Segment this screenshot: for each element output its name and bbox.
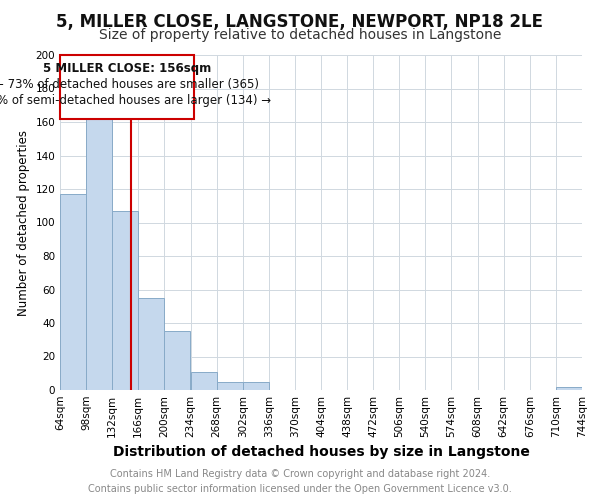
Bar	[139, 298, 164, 390]
X-axis label: Distribution of detached houses by size in Langstone: Distribution of detached houses by size …	[113, 446, 529, 460]
Text: ← 73% of detached houses are smaller (365): ← 73% of detached houses are smaller (36…	[0, 78, 259, 92]
Bar	[86, 116, 112, 390]
Bar	[242, 382, 269, 390]
Text: 5, MILLER CLOSE, LANGSTONE, NEWPORT, NP18 2LE: 5, MILLER CLOSE, LANGSTONE, NEWPORT, NP1…	[56, 12, 544, 30]
Bar	[112, 211, 138, 390]
FancyBboxPatch shape	[60, 55, 194, 118]
Bar	[60, 194, 86, 390]
Text: Size of property relative to detached houses in Langstone: Size of property relative to detached ho…	[99, 28, 501, 42]
Text: 5 MILLER CLOSE: 156sqm: 5 MILLER CLOSE: 156sqm	[43, 62, 211, 74]
Bar	[164, 332, 190, 390]
Bar	[191, 372, 217, 390]
Bar	[556, 386, 582, 390]
Text: 27% of semi-detached houses are larger (134) →: 27% of semi-detached houses are larger (…	[0, 94, 271, 106]
Bar	[217, 382, 242, 390]
Y-axis label: Number of detached properties: Number of detached properties	[17, 130, 30, 316]
Text: Contains HM Land Registry data © Crown copyright and database right 2024.
Contai: Contains HM Land Registry data © Crown c…	[88, 468, 512, 493]
